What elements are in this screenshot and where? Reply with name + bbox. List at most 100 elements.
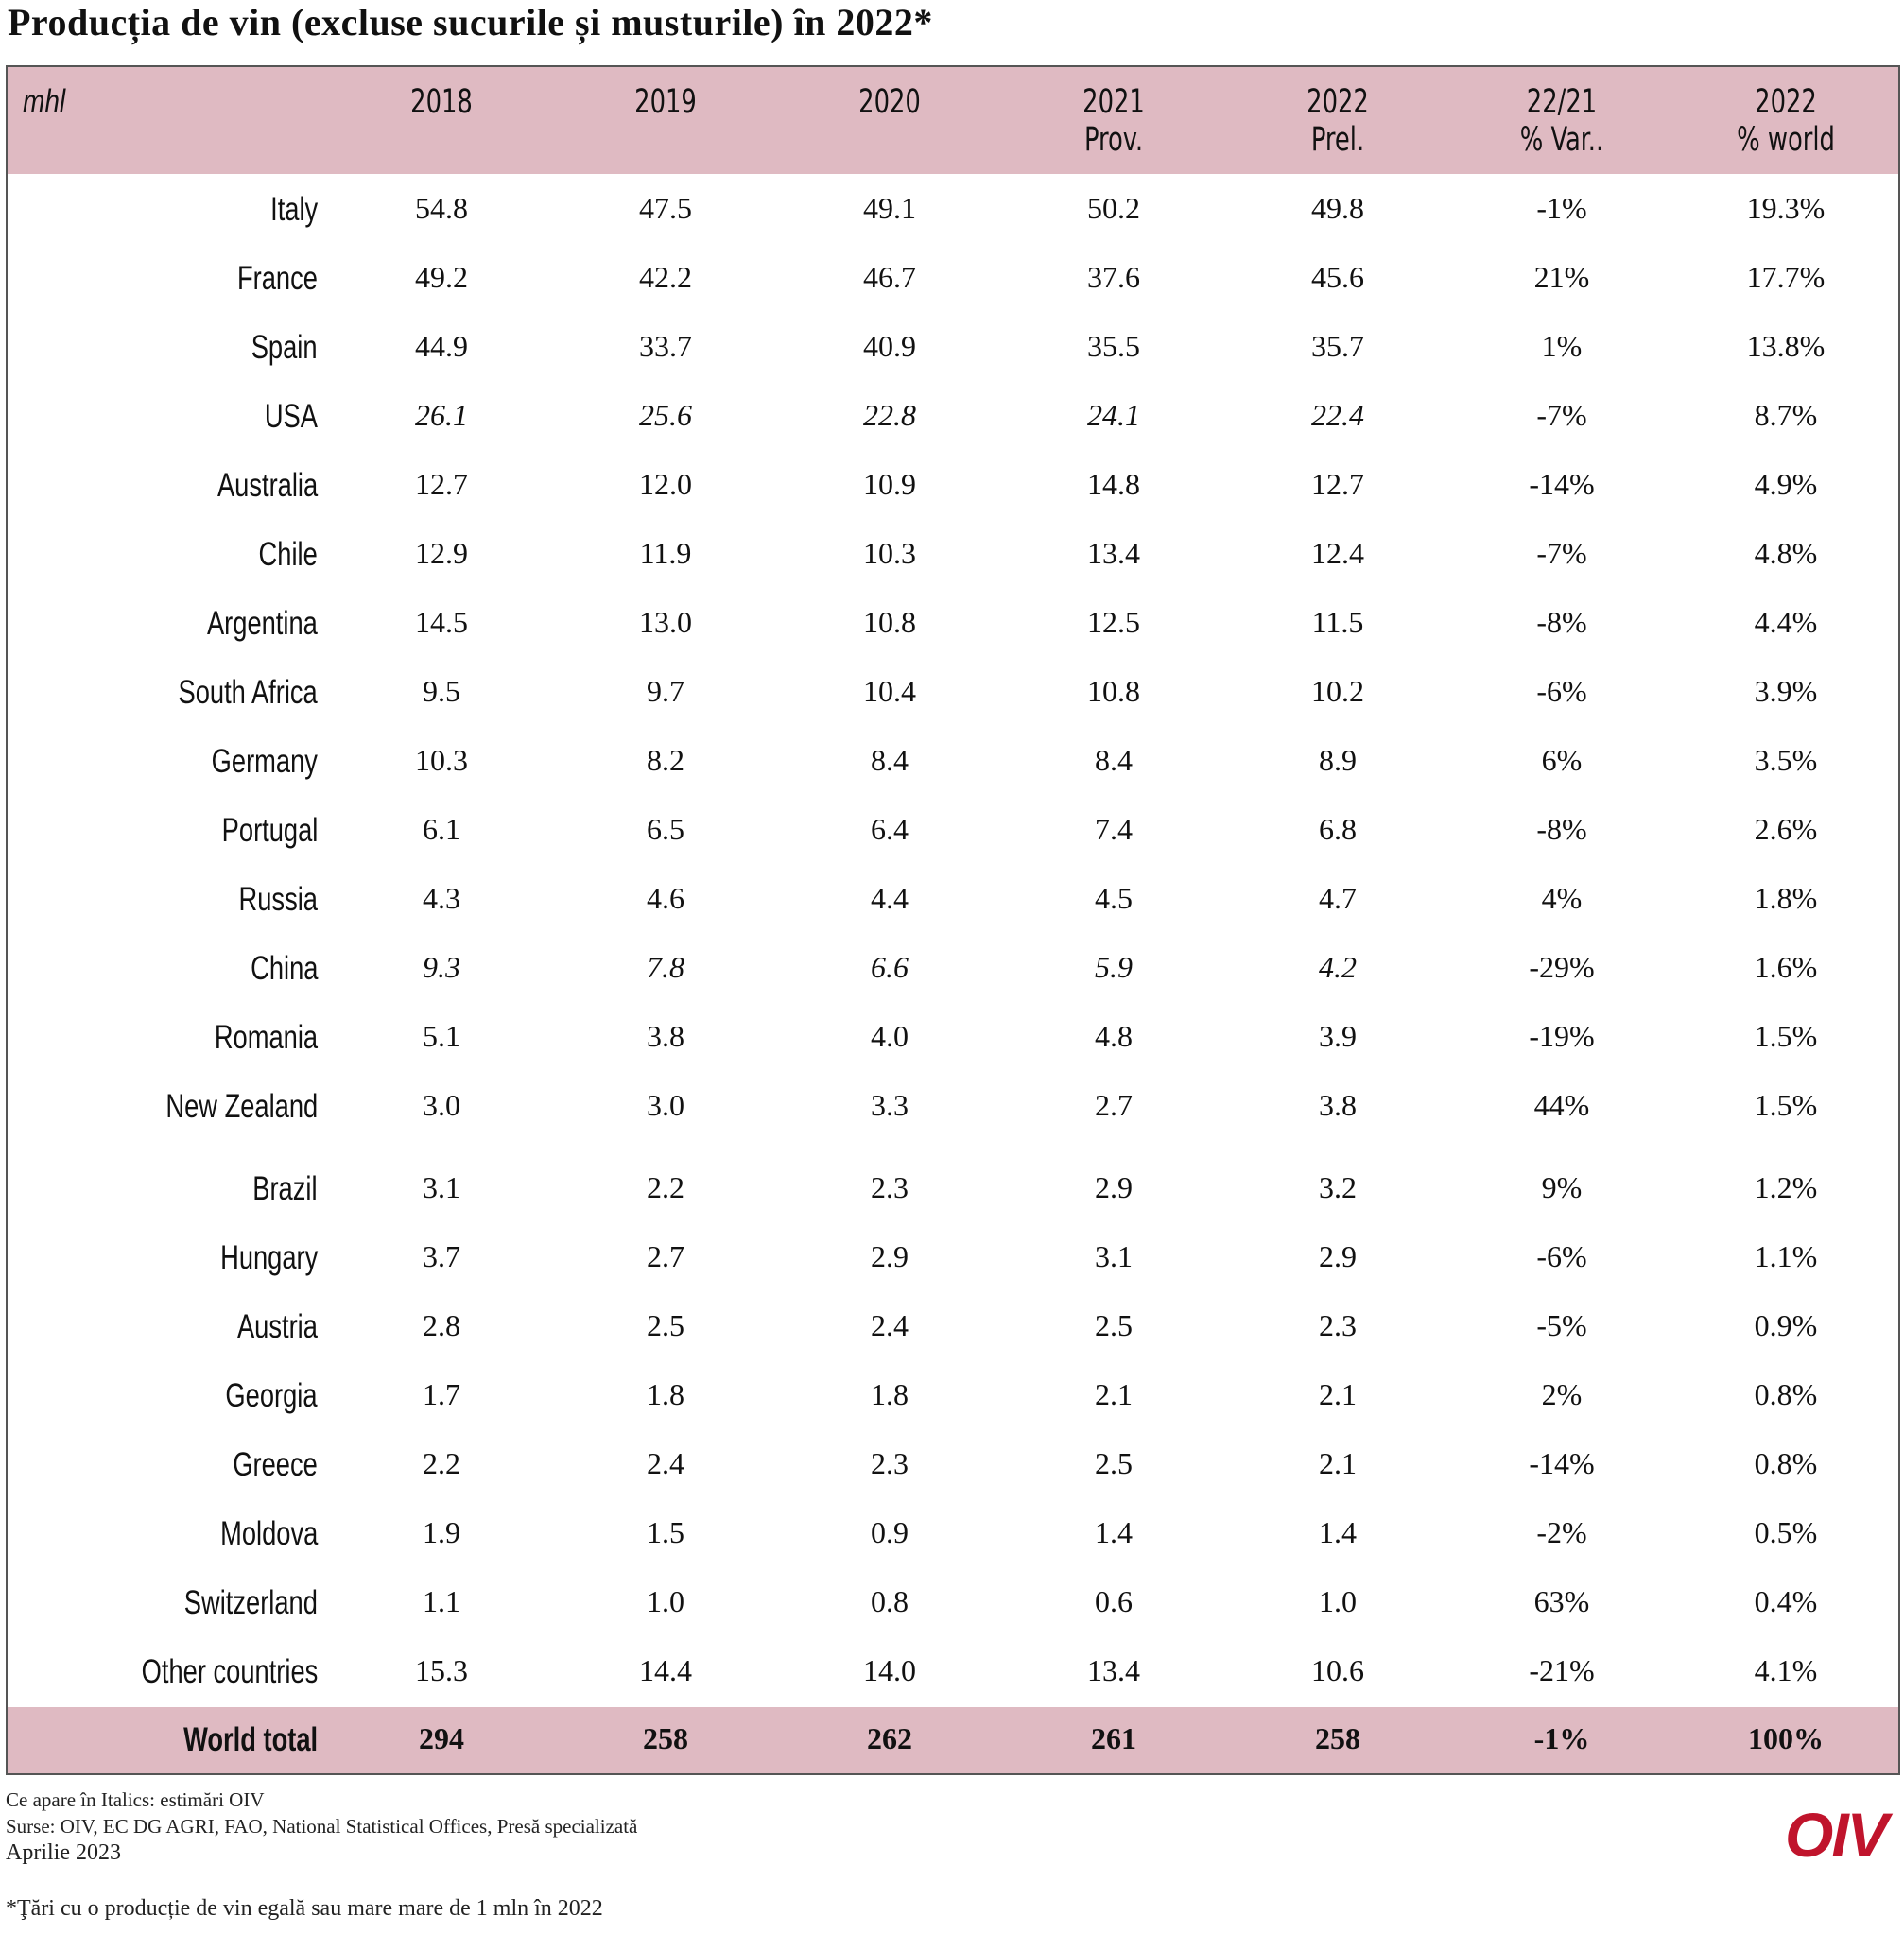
cell-v2019: 3.0 — [647, 1088, 684, 1122]
table-row: Argentina 14.5 13.0 10.8 12.5 11.5 -8% 4.4% — [6, 596, 1900, 665]
cell-world: 3.9% — [1754, 674, 1818, 708]
cell-v2021: 35.5 — [1087, 329, 1140, 363]
cell-v2019: 11.9 — [639, 536, 692, 570]
column-header-line1: 2019 — [634, 83, 697, 121]
cell-v2020: 40.9 — [863, 329, 916, 363]
country-name: Australia — [216, 467, 318, 504]
cell-world: 0.8% — [1754, 1446, 1818, 1480]
cell-v2019: 2.2 — [647, 1170, 684, 1204]
country-name: Argentina — [207, 605, 318, 642]
cell-v2022: 3.2 — [1319, 1170, 1357, 1204]
country-name: Hungary — [219, 1239, 318, 1276]
cell-v2022: 258 — [1315, 1721, 1360, 1755]
cell-v2021: 7.4 — [1095, 812, 1133, 846]
cell-v2018: 44.9 — [415, 329, 468, 363]
cell-var: -7% — [1536, 398, 1587, 432]
cell-v2020: 10.9 — [863, 467, 916, 501]
column-header-line2: Prel. — [1310, 121, 1365, 159]
table-row: Austria 2.8 2.5 2.4 2.5 2.3 -5% 0.9% — [6, 1299, 1900, 1368]
cell-var: 44% — [1533, 1088, 1590, 1122]
cell-world: 1.2% — [1754, 1170, 1818, 1204]
cell-var: -5% — [1536, 1308, 1587, 1342]
cell-v2022: 12.4 — [1311, 536, 1364, 570]
cell-v2021: 24.1 — [1087, 398, 1140, 432]
cell-v2019: 2.4 — [647, 1446, 684, 1480]
column-header-line1: 2022 — [1755, 83, 1817, 121]
cell-v2020: 0.8 — [871, 1584, 909, 1618]
cell-v2019: 12.0 — [639, 467, 692, 501]
cell-v2020: 262 — [867, 1721, 912, 1755]
cell-v2022: 1.4 — [1319, 1515, 1357, 1549]
cell-v2021: 13.4 — [1087, 536, 1140, 570]
cell-v2019: 4.6 — [647, 881, 684, 915]
cell-v2018: 2.2 — [423, 1446, 460, 1480]
cell-v2019: 2.7 — [647, 1239, 684, 1273]
cell-v2022: 35.7 — [1311, 329, 1364, 363]
country-name: Brazil — [252, 1170, 318, 1207]
cell-v2018: 12.7 — [415, 467, 468, 501]
country-name: Germany — [211, 743, 318, 780]
country-name: Italy — [269, 191, 318, 228]
country-name: Other countries — [141, 1653, 318, 1690]
cell-v2019: 33.7 — [639, 329, 692, 363]
cell-v2020: 2.9 — [871, 1239, 909, 1273]
cell-var: -8% — [1536, 812, 1587, 846]
cell-var: 1% — [1541, 329, 1583, 363]
table-row: Hungary 3.7 2.7 2.9 3.1 2.9 -6% 1.1% — [6, 1230, 1900, 1299]
cell-v2022: 3.9 — [1319, 1019, 1357, 1053]
cell-v2018: 54.8 — [415, 191, 468, 225]
cell-v2022: 6.8 — [1319, 812, 1357, 846]
cell-v2019: 42.2 — [639, 260, 692, 294]
cell-v2019: 3.8 — [647, 1019, 684, 1053]
cell-v2020: 2.3 — [871, 1170, 909, 1204]
cell-world: 0.4% — [1754, 1584, 1818, 1618]
cell-var: -19% — [1529, 1019, 1595, 1053]
cell-world: 13.8% — [1746, 329, 1826, 363]
cell-v2018: 5.1 — [423, 1019, 460, 1053]
cell-world: 8.7% — [1754, 398, 1818, 432]
country-name: Moldova — [219, 1515, 318, 1552]
cell-v2021: 2.1 — [1095, 1377, 1133, 1411]
cell-var: 6% — [1541, 743, 1583, 777]
cell-v2021: 4.8 — [1095, 1019, 1133, 1053]
table-row: USA 26.1 25.6 22.8 24.1 22.4 -7% 8.7% — [6, 389, 1900, 458]
cell-world: 0.8% — [1754, 1377, 1818, 1411]
column-header-line2: % Var.. — [1519, 121, 1604, 159]
table-row: Other countries 15.3 14.4 14.0 13.4 10.6 -21% 4… — [6, 1644, 1900, 1713]
sources-note: Surse: OIV, EC DG AGRI, FAO, National St… — [6, 1815, 638, 1838]
cell-v2021: 5.9 — [1095, 950, 1133, 984]
cell-v2020: 6.4 — [871, 812, 909, 846]
cell-v2020: 8.4 — [871, 743, 909, 777]
cell-v2018: 10.3 — [415, 743, 468, 777]
column-header-line2: % world — [1737, 121, 1835, 159]
cell-v2018: 1.1 — [423, 1584, 460, 1618]
cell-v2022: 10.6 — [1311, 1653, 1364, 1687]
cell-v2021: 50.2 — [1087, 191, 1140, 225]
cell-v2019: 8.2 — [647, 743, 684, 777]
country-name: China — [250, 950, 318, 987]
table-total-band — [6, 1707, 1900, 1775]
cell-v2022: 8.9 — [1319, 743, 1357, 777]
cell-world: 1.8% — [1754, 881, 1818, 915]
cell-var: 4% — [1541, 881, 1583, 915]
cell-v2020: 46.7 — [863, 260, 916, 294]
cell-world: 0.5% — [1754, 1515, 1818, 1549]
cell-v2019: 14.4 — [639, 1653, 692, 1687]
cell-v2022: 12.7 — [1311, 467, 1364, 501]
cell-var: -21% — [1529, 1653, 1595, 1687]
cell-v2018: 26.1 — [415, 398, 468, 432]
cell-v2019: 1.8 — [647, 1377, 684, 1411]
cell-v2018: 1.9 — [423, 1515, 460, 1549]
cell-v2018: 3.1 — [423, 1170, 460, 1204]
cell-v2019: 13.0 — [639, 605, 692, 639]
cell-v2022: 49.8 — [1311, 191, 1364, 225]
cell-v2022: 2.1 — [1319, 1446, 1357, 1480]
column-header-line2: Prov. — [1083, 121, 1144, 159]
oiv-logo: OIV — [1785, 1800, 1889, 1870]
cell-v2020: 49.1 — [863, 191, 916, 225]
table-row: Spain 44.9 33.7 40.9 35.5 35.7 1% 13.8% — [6, 319, 1900, 389]
cell-v2018: 1.7 — [423, 1377, 460, 1411]
cell-world: 1.6% — [1754, 950, 1818, 984]
table-row: South Africa 9.5 9.7 10.4 10.8 10.2 -6% 3.9% — [6, 665, 1900, 734]
column-header: 2021 Prov. — [1025, 83, 1203, 159]
